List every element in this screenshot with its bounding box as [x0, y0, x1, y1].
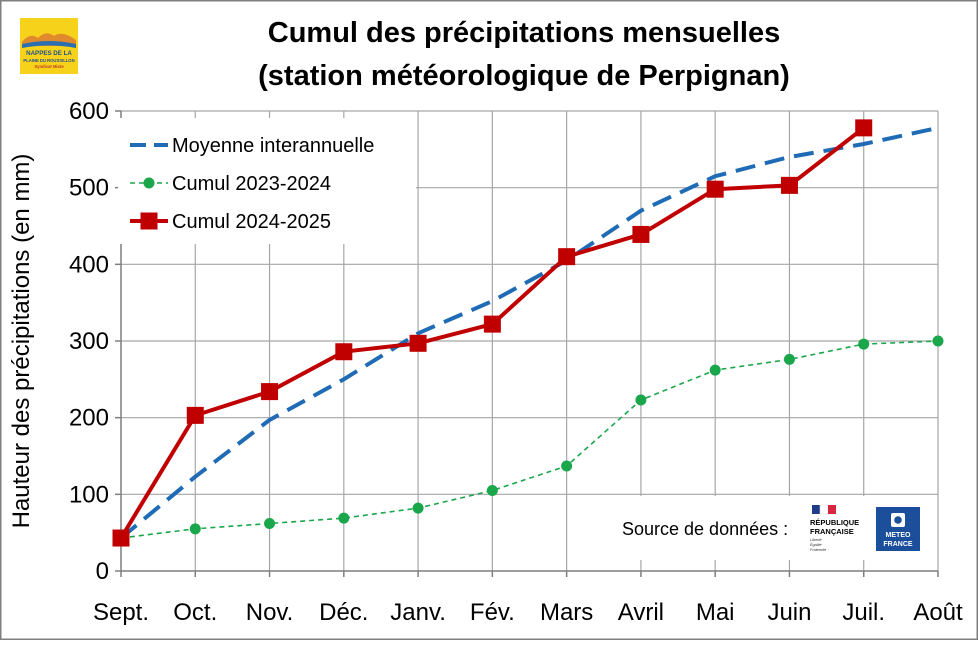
series-3-point [706, 180, 724, 198]
y-tick-label: 0 [96, 558, 109, 585]
series-2-point [932, 335, 944, 347]
x-tick-label: Avril [618, 599, 664, 626]
series-line-1 [119, 125, 939, 540]
series-2-point [858, 338, 870, 350]
series-2-point [561, 460, 573, 472]
water-icon [22, 41, 76, 48]
series-3-point [558, 248, 576, 266]
legend-marker-3 [140, 212, 158, 230]
series-2-point [783, 353, 795, 365]
series-2-point [486, 485, 498, 496]
meteo-france-logo: METEO FRANCE [876, 507, 920, 551]
logo-line1: NAPPES DE LA [26, 50, 72, 57]
meteo-symbol-dot [894, 516, 902, 524]
series-group [112, 119, 944, 547]
chart-title-line1: Cumul des précipitations mensuelles [268, 17, 780, 49]
x-tick-label: Fév. [470, 599, 515, 626]
flag-white [819, 504, 829, 515]
x-tick-label: Août [913, 599, 963, 626]
x-tick-labels: Sept. Oct. Nov. Déc. Janv. Fév. Mars Avril Mai Ju… [93, 599, 963, 626]
series-3-point [261, 383, 279, 401]
meteo-line2: FRANCE [883, 541, 912, 548]
flag-blue [812, 505, 820, 514]
series-2-point [635, 394, 647, 406]
source-background [612, 496, 926, 560]
y-axis-label: Hauteur des précipitations (en mm) [8, 154, 35, 529]
logo-nappes-roussillon: NAPPES DE LA PLAINE DU ROUSSILLON Syndic… [20, 18, 78, 74]
x-tick-label: Juin [767, 599, 811, 626]
series-2-point [264, 517, 276, 529]
x-tick-label: Janv. [390, 599, 446, 626]
legend-label-1: Moyenne interannuelle [172, 135, 374, 157]
series-line-2 [120, 340, 939, 539]
x-tick-label: Juil. [842, 599, 885, 626]
series-2-point [338, 512, 350, 524]
logo-line3: Syndicat Mixte [34, 64, 64, 69]
chart-title-line2: (station météorologique de Perpignan) [258, 60, 790, 92]
y-tick-label: 300 [69, 328, 109, 355]
series-3-point [112, 529, 130, 547]
y-tick-label: 200 [69, 405, 109, 432]
series-2-point [412, 502, 424, 514]
flag-red [828, 505, 836, 514]
x-tick-label: Oct. [173, 599, 217, 626]
republique-line1: RÉPUBLIQUE [810, 518, 859, 527]
y-tick-label: 500 [69, 175, 109, 202]
x-tick-label: Déc. [319, 599, 368, 626]
source-box: Source de données : RÉPUBLIQUE FRANÇAISE… [612, 496, 926, 560]
x-tick-label: Mars [540, 599, 593, 626]
legend-label-2: Cumul 2023-2024 [172, 173, 331, 195]
series-3-point [780, 176, 798, 194]
series-2-point [189, 523, 201, 535]
series-3-point [855, 119, 873, 137]
gridlines [121, 110, 939, 571]
source-label: Source de données : [622, 519, 788, 539]
logo-line2: PLAINE DU ROUSSILLON [23, 58, 74, 63]
series-3-point [632, 225, 650, 243]
legend-marker-2 [143, 177, 155, 189]
y-tick-label: 600 [69, 98, 109, 125]
legend-label-3: Cumul 2024-2025 [172, 211, 331, 233]
x-tick-label: Mai [696, 599, 735, 626]
republique-motto-1: Liberté [810, 538, 822, 542]
series-3-point [335, 343, 353, 361]
republique-motto-2: Égalité [810, 542, 822, 547]
meteo-line1: METEO [886, 532, 911, 539]
republique-francaise-logo: RÉPUBLIQUE FRANÇAISE Liberté Égalité Fra… [810, 504, 859, 552]
y-tick-label: 100 [69, 481, 109, 508]
y-tick-label: 400 [69, 251, 109, 278]
republique-line2: FRANÇAISE [810, 527, 854, 536]
series-3-point [186, 406, 204, 424]
x-tick-label: Sept. [93, 599, 149, 626]
x-tick-label: Nov. [246, 599, 294, 626]
legend: Moyenne interannuelle Cumul 2023-2024 Cumu… [118, 118, 416, 244]
series-3-point [409, 334, 427, 352]
y-tick-labels: 0 100 200 300 400 500 600 [69, 98, 109, 585]
series-2-point [709, 364, 721, 376]
series-3-point [483, 315, 501, 333]
republique-motto-3: Fraternité [810, 548, 826, 552]
